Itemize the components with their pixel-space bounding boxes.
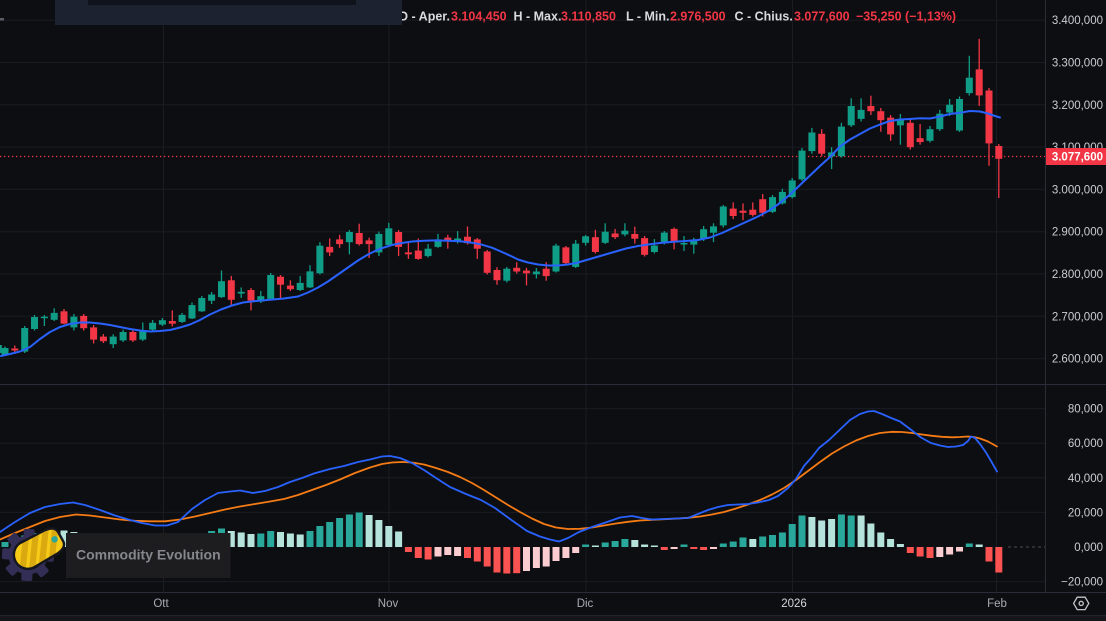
svg-text:2.800,000: 2.800,000 bbox=[1052, 269, 1103, 281]
svg-text:40,000: 40,000 bbox=[1068, 473, 1103, 485]
svg-text:2.976,500: 2.976,500 bbox=[670, 10, 726, 24]
svg-text:D - Aper.: D - Aper. bbox=[399, 10, 450, 24]
svg-text:C - Chius.: C - Chius. bbox=[735, 10, 793, 24]
svg-text:2.900,000: 2.900,000 bbox=[1052, 227, 1103, 239]
svg-text:Ott: Ott bbox=[153, 598, 169, 610]
svg-text:20,000: 20,000 bbox=[1068, 507, 1103, 519]
svg-text:L - Min.: L - Min. bbox=[626, 10, 670, 24]
svg-text:−35,250 (−1,13%): −35,250 (−1,13%) bbox=[856, 10, 956, 24]
svg-text:60,000: 60,000 bbox=[1068, 438, 1103, 450]
svg-text:H - Max.: H - Max. bbox=[514, 10, 562, 24]
svg-text:3.400,000: 3.400,000 bbox=[1052, 15, 1103, 27]
svg-text:Commodity Evolution: Commodity Evolution bbox=[76, 547, 221, 563]
svg-text:3.300,000: 3.300,000 bbox=[1052, 58, 1103, 70]
svg-text:2.600,000: 2.600,000 bbox=[1052, 354, 1103, 366]
svg-text:3.200,000: 3.200,000 bbox=[1052, 100, 1103, 112]
svg-text:3.077,600: 3.077,600 bbox=[794, 10, 850, 24]
svg-text:3.110,850: 3.110,850 bbox=[561, 10, 616, 24]
svg-text:Nov: Nov bbox=[378, 598, 399, 610]
svg-text:2026: 2026 bbox=[781, 598, 807, 610]
svg-text:Feb: Feb bbox=[987, 598, 1007, 610]
svg-text:3.104,450: 3.104,450 bbox=[451, 10, 507, 24]
svg-text:Dic: Dic bbox=[577, 598, 594, 610]
svg-text:3.000,000: 3.000,000 bbox=[1052, 184, 1103, 196]
svg-text:3.077,600: 3.077,600 bbox=[1052, 152, 1103, 164]
svg-text:80,000: 80,000 bbox=[1068, 404, 1103, 416]
svg-text:2.700,000: 2.700,000 bbox=[1052, 311, 1103, 323]
svg-text:−20,000: −20,000 bbox=[1061, 577, 1103, 589]
svg-text:0,000: 0,000 bbox=[1074, 542, 1103, 554]
